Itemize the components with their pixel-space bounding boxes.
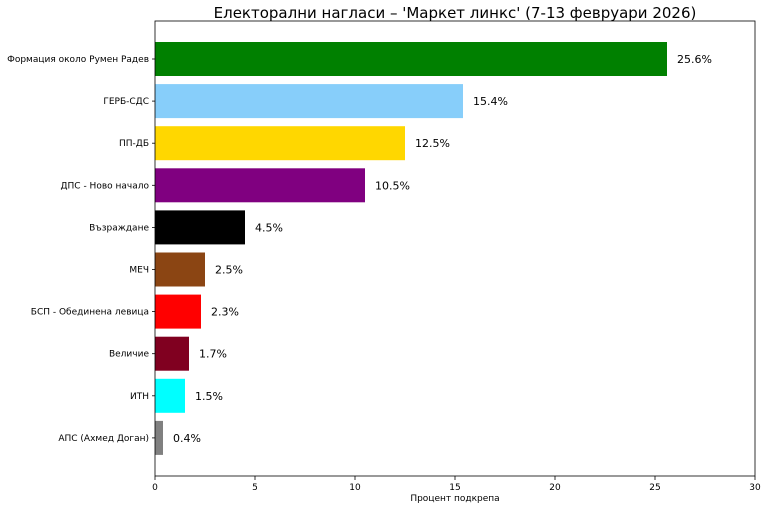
bar (155, 336, 189, 371)
value-label: 2.5% (215, 264, 243, 277)
y-axis-labels: Формация около Румен Радев ГЕРБ-СДС ПП-ДБ Д… (7, 55, 155, 444)
value-label: 2.3% (211, 306, 239, 319)
bar (155, 84, 463, 119)
x-axis-label: Процент подкрепа (410, 494, 499, 504)
value-label: 12.5% (415, 137, 450, 150)
bar (155, 126, 405, 161)
y-tick-label: Възраждане (89, 223, 149, 233)
bar (155, 294, 201, 329)
bar (155, 42, 667, 76)
x-tick-label: 25 (649, 483, 660, 493)
value-label: 10.5% (375, 179, 410, 192)
y-tick-label: МЕЧ (129, 266, 149, 276)
x-tick-label: 15 (449, 483, 460, 493)
chart-title: Електорални нагласи – 'Маркет линкс' (7-… (214, 4, 697, 22)
x-tick-label: 20 (549, 483, 561, 493)
x-tick-label: 0 (152, 483, 158, 493)
x-tick-label: 5 (252, 483, 258, 493)
y-tick-label: ПП-ДБ (119, 139, 149, 149)
y-tick-label: ДПС - Ново начало (61, 181, 150, 191)
y-tick-label: Формация около Румен Радев (7, 55, 149, 65)
bars-group (155, 42, 667, 455)
value-label: 4.5% (255, 221, 283, 234)
y-tick-label: ИТН (130, 392, 149, 402)
y-tick-label: ГЕРБ-СДС (103, 97, 149, 107)
x-axis: 0 5 10 15 20 25 30 (152, 476, 761, 493)
value-labels: 25.6% 15.4% 12.5% 10.5% 4.5% 2.5% 2.3% 1.7% 1.5%… (173, 53, 712, 445)
value-label: 1.5% (195, 390, 223, 403)
plot-frame (154, 20, 756, 477)
bar (155, 378, 185, 413)
value-label: 15.4% (473, 95, 508, 108)
x-tick-label: 10 (349, 483, 361, 493)
bar (155, 168, 365, 203)
bar (155, 210, 245, 245)
y-tick-label: БСП - Обединена левица (31, 308, 149, 318)
bar (155, 420, 163, 455)
y-tick-label: Величие (109, 350, 149, 360)
y-tick-label: АПС (Ахмед Доган) (58, 434, 149, 444)
bar (155, 252, 205, 287)
value-label: 0.4% (173, 432, 201, 445)
x-tick-label: 30 (749, 483, 761, 493)
value-label: 1.7% (199, 348, 227, 361)
value-label: 25.6% (677, 53, 712, 66)
